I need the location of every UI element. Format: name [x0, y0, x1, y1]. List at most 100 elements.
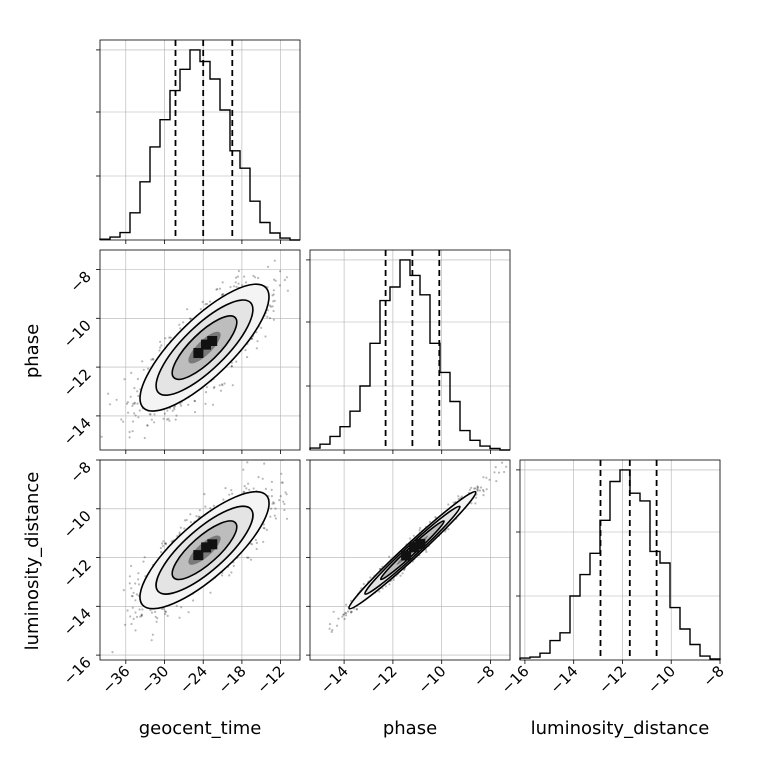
sample-point	[261, 477, 264, 480]
sample-point	[152, 358, 155, 361]
sample-point	[362, 582, 365, 586]
sample-point	[344, 611, 347, 614]
sample-point	[447, 503, 450, 506]
sample-point	[129, 615, 132, 618]
x-axis-label-phase: phase	[383, 718, 437, 739]
sample-point	[474, 502, 477, 505]
sample-point	[179, 526, 182, 529]
sample-point	[168, 336, 171, 339]
sample-point	[228, 493, 231, 496]
sample-point	[255, 541, 258, 545]
sample-point	[96, 631, 98, 633]
sample-point	[272, 293, 275, 296]
sample-point	[133, 402, 136, 405]
sample-point	[476, 485, 479, 488]
sample-point	[153, 421, 156, 424]
sample-point	[271, 502, 274, 505]
sample-point	[205, 386, 208, 389]
sample-point	[347, 610, 350, 613]
sample-point	[148, 413, 151, 416]
sample-point	[457, 497, 460, 501]
x-tick-label-geocent_time: −30	[137, 662, 172, 697]
sample-point	[128, 436, 131, 439]
sample-point	[189, 521, 192, 524]
sample-point	[381, 587, 384, 590]
hist-luminosity-distance-frame	[519, 459, 721, 661]
sample-point	[286, 289, 289, 292]
sample-point	[283, 278, 286, 282]
hist-geocent-time-frame	[99, 39, 301, 241]
sample-point	[179, 402, 182, 405]
sample-point	[247, 556, 250, 559]
sample-point	[378, 590, 381, 593]
sample-point	[186, 308, 189, 311]
sample-point	[272, 309, 275, 313]
hist-geocent-time-background	[100, 40, 300, 240]
sample-point	[474, 487, 477, 490]
sample-point	[282, 500, 285, 503]
sample-point	[134, 611, 137, 614]
x-tick-label-phase: −14	[317, 662, 352, 697]
sample-point	[164, 543, 167, 546]
sample-point	[131, 430, 134, 433]
sample-point	[246, 556, 249, 559]
sample-point	[108, 403, 112, 406]
x-tick-label-luminosity_distance: −8	[699, 662, 727, 690]
sample-point	[482, 494, 485, 497]
sample-point	[205, 302, 209, 306]
y-tick-label-phase: −8	[66, 268, 94, 296]
sample-point	[130, 371, 133, 374]
sample-point	[495, 480, 498, 483]
sample-point	[345, 603, 348, 606]
sample-point	[457, 495, 460, 498]
sample-point	[166, 418, 169, 421]
sample-point	[161, 544, 165, 548]
sample-point	[142, 560, 145, 563]
sample-point	[425, 550, 428, 554]
sample-point	[133, 412, 136, 415]
sample-point	[237, 269, 240, 273]
sample-point	[136, 390, 139, 393]
sample-point	[266, 309, 269, 312]
sample-point	[241, 284, 244, 287]
sample-point	[203, 493, 206, 496]
sample-point	[224, 487, 227, 490]
sample-point	[243, 485, 246, 488]
sample-point	[283, 508, 286, 512]
sample-point	[122, 589, 125, 592]
sample-point	[497, 471, 501, 474]
sample-point	[345, 612, 348, 615]
sample-point	[140, 451, 142, 453]
sample-point	[197, 515, 200, 518]
sample-point	[169, 336, 172, 339]
density-geocent-time-vs-phase-panel: −14 −12 −10 −8	[60, 249, 301, 454]
x-tick-label-phase: −10	[414, 662, 449, 697]
sample-point	[178, 531, 181, 534]
sample-point	[447, 528, 450, 531]
sample-point	[133, 401, 136, 404]
sample-point	[134, 414, 137, 417]
sample-point	[166, 614, 169, 618]
sample-point	[159, 346, 162, 349]
sample-point	[229, 285, 232, 289]
sample-point	[187, 403, 190, 406]
sample-point	[280, 481, 283, 484]
sample-point	[263, 527, 266, 530]
sample-point	[246, 356, 249, 359]
x-tick-label-luminosity_distance: −16	[498, 662, 533, 697]
sample-point	[501, 461, 504, 464]
sample-point	[281, 481, 284, 484]
sample-point	[343, 613, 346, 616]
sample-point	[125, 402, 129, 405]
sample-point	[131, 420, 135, 423]
sample-point	[178, 323, 181, 326]
density-phase-vs-luminosity-distance-panel: −14 −12 −10 −8	[306, 459, 511, 697]
sample-point	[485, 476, 488, 479]
sample-point	[138, 409, 141, 412]
sample-point	[192, 599, 195, 602]
y-tick-label-luminosity_distance: −12	[60, 556, 95, 591]
sample-point	[262, 526, 265, 530]
density-phase-vs-luminosity-distance-density-peak	[401, 550, 412, 561]
sample-point	[221, 281, 224, 284]
sample-point	[285, 276, 288, 279]
